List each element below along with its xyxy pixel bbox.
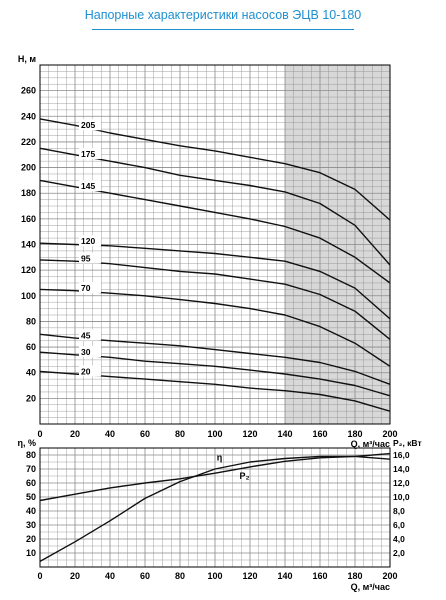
curve-label-bg [79, 365, 101, 377]
y-tick-label: 240 [21, 111, 36, 121]
x-tick-label: 80 [175, 429, 185, 439]
x-tick-label: 160 [312, 571, 327, 581]
head-curve [39, 147, 391, 266]
y-tick-label: 80 [26, 316, 36, 326]
y-right-tick-label: 2,0 [393, 548, 405, 558]
y-axis-label: H, м [18, 54, 37, 64]
y-axis-label: η, % [17, 438, 36, 448]
curve-label-bg [79, 235, 101, 247]
x-tick-label: 20 [70, 571, 80, 581]
curve-label-bg [79, 282, 101, 294]
curve-label: 205 [81, 120, 95, 130]
x-tick-label: 200 [382, 571, 397, 581]
y-right-axis-label: P₂, кВт [393, 438, 422, 448]
curve-label: 95 [81, 254, 91, 264]
curve-label: P₂ [240, 471, 250, 481]
curve-label-bg [79, 148, 101, 160]
chart-title: Напорные характеристики насосов ЭЦВ 10-1… [84, 8, 362, 22]
y-tick-label: 80 [26, 450, 36, 460]
curve-label: 175 [81, 149, 95, 159]
x-tick-label: 60 [140, 571, 150, 581]
x-tick-label: 200 [382, 429, 397, 439]
y-right-tick-label: 16,0 [393, 450, 410, 460]
curve-label-bg [79, 119, 101, 131]
curve-label-bg [79, 346, 101, 358]
plot-frame [39, 447, 391, 568]
x-tick-label: 100 [207, 571, 222, 581]
y-tick-label: 120 [21, 265, 36, 275]
y-right-tick-label: 10,0 [393, 492, 410, 502]
x-tick-label: 60 [140, 429, 150, 439]
y-tick-label: 20 [26, 393, 36, 403]
y-right-tick-label: 8,0 [393, 506, 405, 516]
y-tick-label: 60 [26, 342, 36, 352]
y-right-tick-label: 14,0 [393, 464, 410, 474]
curve-label-bg [79, 329, 101, 341]
x-tick-label: 40 [105, 571, 115, 581]
y-tick-label: 30 [26, 520, 36, 530]
curve-label-bg [79, 252, 101, 264]
x-tick-label: 180 [347, 571, 362, 581]
y-tick-label: 40 [26, 368, 36, 378]
x-tick-label: 40 [105, 429, 115, 439]
curve-label: 45 [81, 330, 91, 340]
x-tick-label: 0 [37, 429, 42, 439]
x-tick-label: 160 [312, 429, 327, 439]
x-tick-label: 140 [277, 571, 292, 581]
y-tick-label: 100 [21, 291, 36, 301]
y-right-tick-label: 12,0 [393, 478, 410, 488]
y-tick-label: 200 [21, 163, 36, 173]
head-curve [39, 118, 391, 221]
curve-label: 120 [81, 236, 95, 246]
x-tick-label: 20 [70, 429, 80, 439]
x-tick-label: 120 [242, 571, 257, 581]
curve-label-bg [79, 180, 101, 192]
x-tick-label: 100 [207, 429, 222, 439]
title-underline [92, 29, 354, 30]
x-axis-label: Q, м³/час [351, 439, 390, 449]
y-tick-label: 140 [21, 240, 36, 250]
power-curve [39, 452, 391, 502]
x-tick-label: 120 [242, 429, 257, 439]
curve-label: 30 [81, 347, 91, 357]
y-tick-label: 70 [26, 464, 36, 474]
curve-label: 20 [81, 366, 91, 376]
y-tick-label: 220 [21, 137, 36, 147]
y-right-tick-label: 6,0 [393, 520, 405, 530]
y-tick-label: 160 [21, 214, 36, 224]
efficiency-curve [39, 455, 391, 563]
y-tick-label: 20 [26, 534, 36, 544]
y-tick-label: 260 [21, 86, 36, 96]
x-tick-label: 80 [175, 571, 185, 581]
y-tick-label: 180 [21, 188, 36, 198]
plot-frame [39, 64, 391, 425]
y-tick-label: 60 [26, 478, 36, 488]
curve-label: 70 [81, 283, 91, 293]
x-tick-label: 180 [347, 429, 362, 439]
x-tick-label: 140 [277, 429, 292, 439]
x-axis-label: Q, м³/час [351, 582, 390, 592]
y-tick-label: 40 [26, 506, 36, 516]
curve-label: η [217, 453, 223, 463]
y-right-tick-label: 4,0 [393, 534, 405, 544]
x-tick-label: 0 [37, 571, 42, 581]
y-tick-label: 10 [26, 548, 36, 558]
curve-label: 145 [81, 181, 95, 191]
y-tick-label: 50 [26, 492, 36, 502]
